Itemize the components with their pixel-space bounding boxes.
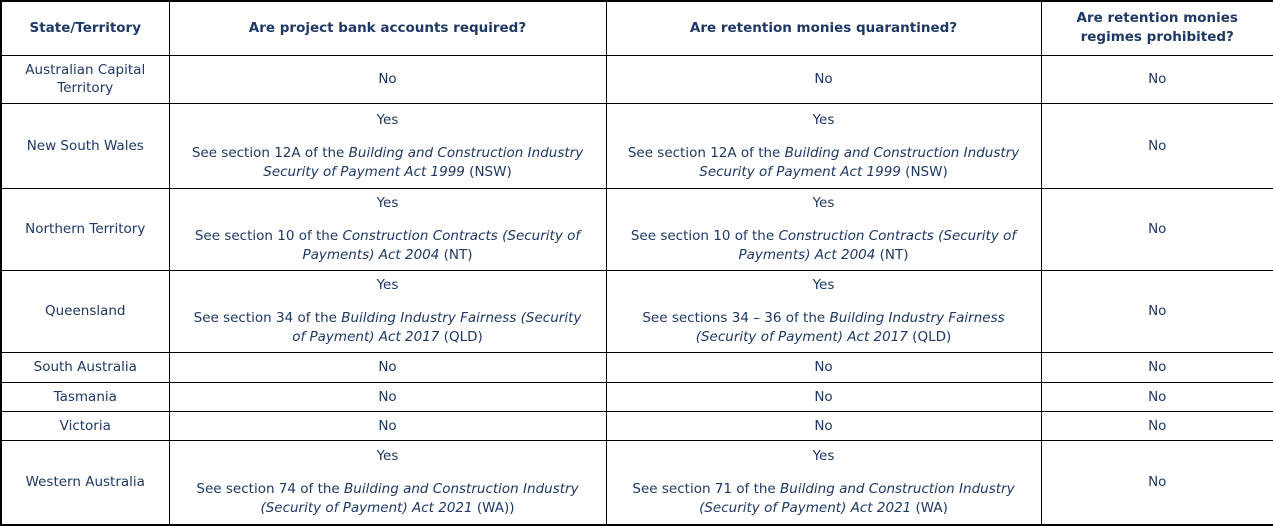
act-title: Construction Contracts (Security of Paym… (738, 228, 1017, 264)
answer-text: No (1148, 303, 1167, 320)
answer-text: No (378, 70, 397, 87)
pba-cell: No (168, 382, 607, 413)
retention-cell: Yes See section 71 of the Building and C… (605, 440, 1042, 526)
answer-text: Yes (812, 277, 835, 294)
state-cell: New South Wales (0, 103, 170, 190)
table-row-vic: Victoria No No No (0, 411, 1273, 442)
answer-text: No (378, 417, 397, 434)
retention-cell: No (605, 411, 1042, 442)
retention-cell: No (605, 352, 1042, 384)
pba-cell: No (168, 54, 607, 105)
table-row-sa: South Australia No No No (0, 352, 1273, 384)
state-cell: Western Australia (0, 440, 170, 526)
answer-text: No (1148, 388, 1167, 405)
prohibited-cell: No (1040, 270, 1273, 354)
act-title: Building Industry Fairness (Security of … (695, 310, 1005, 346)
state-name: Western Australia (25, 474, 145, 491)
state-cell: Tasmania (0, 382, 170, 413)
act-title: Building and Construction Industry Secur… (263, 144, 584, 180)
prohibited-cell: No (1040, 188, 1273, 272)
state-name: Australian Capital Territory (25, 61, 146, 97)
statute-note: See section 12A of the Building and Cons… (627, 144, 1020, 180)
header-row: State/Territory Are project bank account… (0, 0, 1273, 56)
answer-text: No (814, 417, 833, 434)
answer-text: Yes (376, 448, 399, 465)
answer-text: No (1148, 474, 1167, 491)
answer-text: No (1148, 359, 1167, 376)
state-name: South Australia (33, 359, 137, 376)
retention-cell: Yes See sections 34 – 36 of the Building… (605, 270, 1042, 354)
answer-text: Yes (376, 111, 399, 128)
act-title: Construction Contracts (Security of Paym… (302, 228, 581, 264)
header-retention-prohibited: Are retention monies regimes prohibited? (1040, 0, 1273, 56)
statute-note: See section 34 of the Building Industry … (193, 310, 582, 346)
act-title: Building Industry Fairness (Security of … (292, 310, 582, 346)
pba-cell: Yes See section 74 of the Building and C… (168, 440, 607, 526)
table-row-nt: Northern Territory Yes See section 10 of… (0, 188, 1273, 272)
table-row-qld: Queensland Yes See section 34 of the Bui… (0, 270, 1273, 354)
act-title: Building and Construction Industry (Secu… (699, 481, 1015, 516)
act-title: Building and Construction Industry Secur… (699, 144, 1020, 180)
pba-cell: No (168, 352, 607, 384)
act-title: Building and Construction Industry (Secu… (260, 481, 579, 516)
state-name: Victoria (59, 417, 111, 434)
prohibited-cell: No (1040, 103, 1273, 190)
statute-note: See section 10 of the Construction Contr… (630, 228, 1017, 264)
answer-text: No (1148, 221, 1167, 238)
answer-text: No (1148, 137, 1167, 154)
state-name: Queensland (44, 303, 126, 320)
statute-note: See section 10 of the Construction Contr… (194, 228, 581, 264)
prohibited-cell: No (1040, 411, 1273, 442)
answer-text: Yes (376, 195, 399, 212)
state-cell: Northern Territory (0, 188, 170, 272)
header-retention-quarantined: Are retention monies quarantined? (605, 0, 1042, 56)
state-cell: South Australia (0, 352, 170, 384)
pba-cell: No (168, 411, 607, 442)
answer-text: No (378, 388, 397, 405)
pba-cell: Yes See section 10 of the Construction C… (168, 188, 607, 272)
prohibited-cell: No (1040, 54, 1273, 105)
state-name: Tasmania (53, 388, 117, 405)
state-cell: Queensland (0, 270, 170, 354)
state-cell: Australian Capital Territory (0, 54, 170, 105)
table-row-tas: Tasmania No No No (0, 382, 1273, 413)
pba-cell: Yes See section 34 of the Building Indus… (168, 270, 607, 354)
state-name: New South Wales (26, 137, 144, 154)
statute-note: See section 12A of the Building and Cons… (191, 144, 584, 180)
retention-cell: Yes See section 12A of the Building and … (605, 103, 1042, 190)
state-name: Northern Territory (25, 221, 146, 238)
answer-text: Yes (812, 111, 835, 128)
statute-note: See section 71 of the Building and Const… (632, 481, 1015, 516)
state-cell: Victoria (0, 411, 170, 442)
table-row-wa: Western Australia Yes See section 74 of … (0, 440, 1273, 526)
answer-text: No (814, 359, 833, 376)
retention-cell: No (605, 54, 1042, 105)
answer-text: Yes (812, 448, 835, 465)
answer-text: Yes (812, 195, 835, 212)
statute-note: See sections 34 – 36 of the Building Ind… (642, 310, 1005, 346)
pba-cell: Yes See section 12A of the Building and … (168, 103, 607, 190)
header-state-territory: State/Territory (0, 0, 170, 56)
prohibited-cell: No (1040, 440, 1273, 526)
header-project-bank-accounts: Are project bank accounts required? (168, 0, 607, 56)
answer-text: Yes (376, 277, 399, 294)
answer-text: No (378, 359, 397, 376)
table-row-nsw: New South Wales Yes See section 12A of t… (0, 103, 1273, 190)
prohibited-cell: No (1040, 382, 1273, 413)
retention-cell: Yes See section 10 of the Construction C… (605, 188, 1042, 272)
table-row-act: Australian Capital Territory No No No (0, 54, 1273, 105)
answer-text: No (814, 388, 833, 405)
answer-text: No (1148, 417, 1167, 434)
statute-note: See section 74 of the Building and Const… (196, 481, 579, 516)
answer-text: No (814, 70, 833, 87)
prohibited-cell: No (1040, 352, 1273, 384)
retention-cell: No (605, 382, 1042, 413)
answer-text: No (1148, 70, 1167, 87)
